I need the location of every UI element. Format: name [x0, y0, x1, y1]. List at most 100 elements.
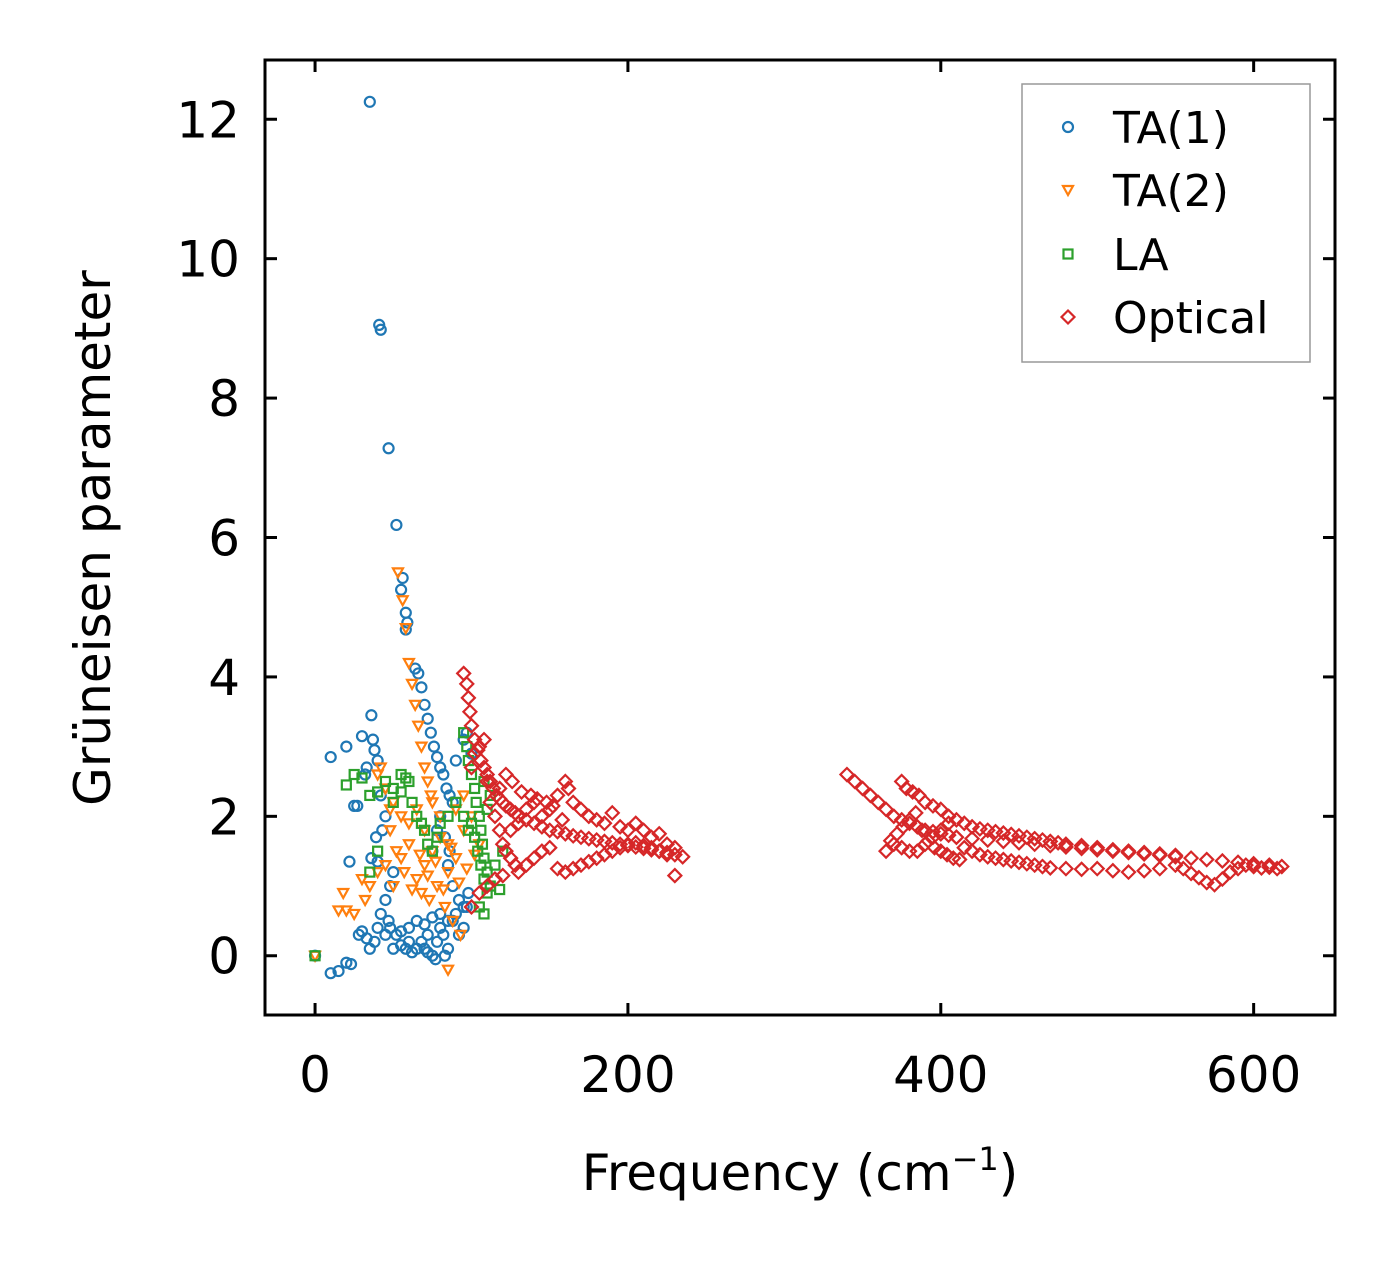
data-point: [979, 831, 996, 849]
data-point: [469, 831, 481, 843]
x-axis-title-main: Frequency (cm: [582, 1144, 952, 1202]
data-point: [428, 856, 443, 869]
data-point: [572, 857, 590, 874]
data-point: [426, 845, 438, 857]
data-point: [481, 866, 493, 878]
legend-entry: LA: [1062, 230, 1169, 281]
data-point: [510, 864, 527, 881]
data-point: [518, 801, 535, 818]
data-point: [370, 769, 385, 782]
data-point: [494, 867, 511, 884]
legend: TA(1) TA(2) LA Optical: [1021, 83, 1311, 363]
data-point: [560, 780, 577, 797]
data-point: [870, 794, 887, 811]
data-point: [533, 808, 550, 825]
data-point: [1073, 837, 1090, 854]
data-point: [339, 905, 354, 918]
legend-label: LA: [1113, 230, 1169, 281]
data-point: [1151, 845, 1168, 863]
data-point: [846, 773, 863, 790]
data-point: [340, 779, 352, 791]
data-point: [374, 907, 387, 921]
data-point: [643, 839, 660, 856]
data-point: [627, 815, 644, 832]
data-point: [421, 712, 434, 725]
data-point: [401, 616, 414, 629]
data-point: [518, 811, 535, 828]
data-point: [475, 824, 487, 836]
data-point: [658, 846, 676, 863]
data-point: [479, 773, 496, 790]
data-point: [395, 786, 407, 798]
data-point: [619, 836, 636, 853]
data-point: [658, 836, 676, 853]
data-point: [494, 883, 506, 896]
data-point: [862, 787, 879, 804]
data-point: [572, 801, 590, 818]
data-point: [372, 845, 384, 857]
data-point: [481, 887, 493, 899]
data-point: [415, 681, 428, 694]
data-point: [356, 772, 368, 784]
data-point: [331, 905, 346, 918]
data-point: [336, 887, 351, 901]
data-point: [386, 880, 401, 894]
data-point: [442, 810, 454, 822]
data-point: [441, 866, 455, 880]
x-tick-label: 0: [299, 1046, 331, 1104]
data-point: [666, 867, 683, 884]
data-point: [374, 323, 387, 336]
data-point: [402, 839, 416, 852]
data-point: [394, 811, 408, 824]
data-point: [557, 864, 574, 881]
data-point: [420, 776, 435, 789]
x-tick-label: 400: [893, 1046, 988, 1104]
data-point: [1261, 857, 1278, 874]
data-point: [554, 811, 571, 828]
data-point: [463, 717, 480, 734]
series-optical: [455, 665, 1290, 916]
data-point: [347, 908, 362, 922]
data-point: [437, 768, 450, 781]
data-point: [458, 727, 470, 739]
data-point: [418, 698, 431, 711]
data-point: [437, 928, 450, 941]
data-point: [411, 720, 426, 733]
data-point: [434, 817, 446, 829]
data-point: [1214, 852, 1231, 870]
data-point: [964, 843, 981, 860]
y-tick-label: 0: [208, 928, 240, 986]
data-point: [421, 946, 434, 959]
data-point: [838, 766, 855, 783]
data-point: [604, 804, 621, 821]
data-point: [309, 950, 321, 962]
data-point: [417, 762, 432, 775]
data-point: [450, 796, 462, 808]
data-point: [1273, 858, 1290, 875]
legend-label: TA(1): [1112, 103, 1229, 154]
data-point: [557, 773, 574, 790]
data-point: [544, 797, 561, 814]
data-point: [491, 822, 508, 839]
data-point: [465, 817, 478, 829]
legend-label: TA(2): [1112, 166, 1229, 217]
data-point: [383, 825, 398, 838]
legend-entry: TA(2): [1061, 166, 1229, 217]
data-point: [431, 831, 443, 843]
data-point: [394, 925, 408, 938]
data-point: [463, 759, 480, 776]
y-axis-title: Grüneisen parameter: [64, 270, 122, 806]
data-point: [430, 750, 444, 764]
data-point: [378, 860, 393, 873]
data-point: [406, 796, 418, 808]
y-tick-label: 4: [208, 649, 240, 707]
data-point: [482, 773, 499, 790]
data-point: [358, 894, 372, 908]
data-point: [907, 804, 924, 821]
data-point: [518, 857, 535, 874]
data-point: [405, 884, 419, 897]
data-point: [417, 860, 432, 873]
data-point: [475, 759, 493, 776]
data-point: [412, 849, 427, 862]
